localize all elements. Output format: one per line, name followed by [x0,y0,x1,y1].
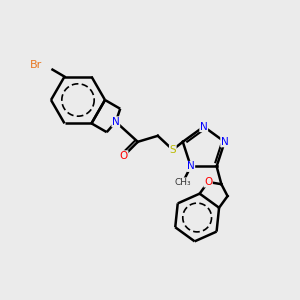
Text: O: O [204,177,212,187]
Text: O: O [120,151,128,161]
Text: N: N [221,137,229,147]
Text: Br: Br [30,60,43,70]
Text: CH₃: CH₃ [175,178,191,187]
Text: N: N [187,161,195,171]
Text: N: N [200,122,208,132]
Text: N: N [112,117,120,127]
Text: S: S [169,145,176,155]
